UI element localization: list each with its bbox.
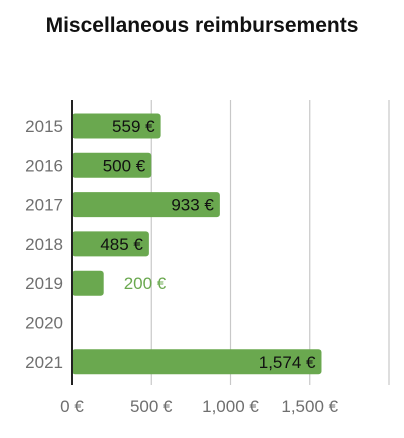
data-label-2021: 1,574 € [259, 353, 316, 372]
data-label-2018: 485 € [100, 235, 143, 254]
bar-2018 [72, 231, 149, 257]
bar-2021 [72, 349, 322, 375]
y-tick-label-2020: 2020 [25, 314, 63, 333]
chart-title: Miscellaneous reimbursements [45, 14, 359, 37]
y-tick-label-2021: 2021 [25, 353, 63, 372]
y-tick-label-2016: 2016 [25, 156, 63, 175]
x-tick-label-1: 500 € [130, 397, 173, 416]
data-label-2015: 559 € [112, 117, 155, 136]
x-tick-label-3: 1,500 € [281, 397, 338, 416]
bar-2015 [72, 113, 161, 139]
data-label-2017: 933 € [171, 196, 214, 215]
x-tick-label-2: 1,000 € [202, 397, 259, 416]
y-tick-label-2015: 2015 [25, 117, 63, 136]
data-label-2019: 200 € [124, 274, 167, 293]
bar-2019 [72, 270, 104, 296]
bar-2017 [72, 192, 220, 218]
x-tick-label-0: 0 € [60, 397, 84, 416]
y-tick-label-2019: 2019 [25, 274, 63, 293]
bar-2016 [72, 152, 152, 178]
data-label-2016: 500 € [103, 156, 146, 175]
y-tick-label-2017: 2017 [25, 196, 63, 215]
y-tick-label-2018: 2018 [25, 235, 63, 254]
